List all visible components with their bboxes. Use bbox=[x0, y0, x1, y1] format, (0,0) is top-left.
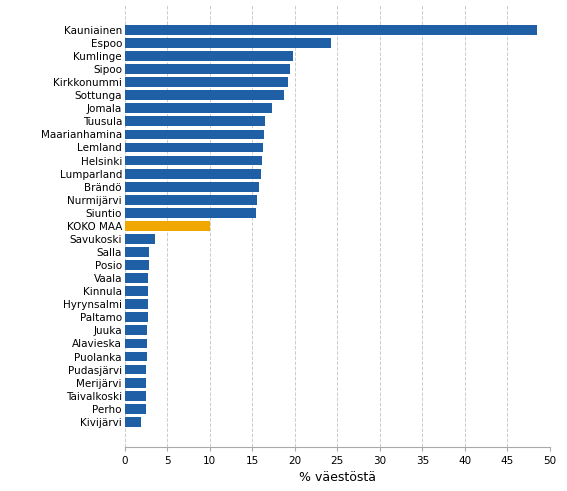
Bar bbox=[125, 130, 264, 139]
Bar bbox=[125, 64, 290, 74]
Bar bbox=[125, 51, 293, 61]
Bar bbox=[125, 25, 538, 35]
Bar bbox=[125, 352, 147, 361]
Bar bbox=[125, 195, 257, 205]
Bar bbox=[125, 116, 265, 126]
Bar bbox=[125, 404, 146, 413]
Bar bbox=[125, 169, 261, 179]
Bar bbox=[125, 90, 284, 100]
Bar bbox=[125, 286, 147, 296]
Bar bbox=[125, 104, 272, 113]
Bar bbox=[125, 221, 210, 231]
Bar bbox=[125, 247, 149, 257]
Bar bbox=[125, 326, 147, 335]
Bar bbox=[125, 77, 288, 87]
Bar bbox=[125, 260, 149, 270]
Bar bbox=[125, 338, 147, 348]
Bar bbox=[125, 273, 147, 283]
Bar bbox=[125, 142, 263, 152]
Bar bbox=[125, 234, 154, 244]
Bar bbox=[125, 300, 147, 309]
Bar bbox=[125, 365, 146, 375]
Bar bbox=[125, 38, 331, 48]
Bar bbox=[125, 156, 261, 165]
Bar bbox=[125, 312, 147, 322]
Bar bbox=[125, 391, 146, 401]
Bar bbox=[125, 417, 141, 427]
Bar bbox=[125, 208, 256, 218]
Bar bbox=[125, 378, 146, 387]
X-axis label: % väestöstä: % väestöstä bbox=[299, 471, 376, 485]
Bar bbox=[125, 182, 259, 191]
